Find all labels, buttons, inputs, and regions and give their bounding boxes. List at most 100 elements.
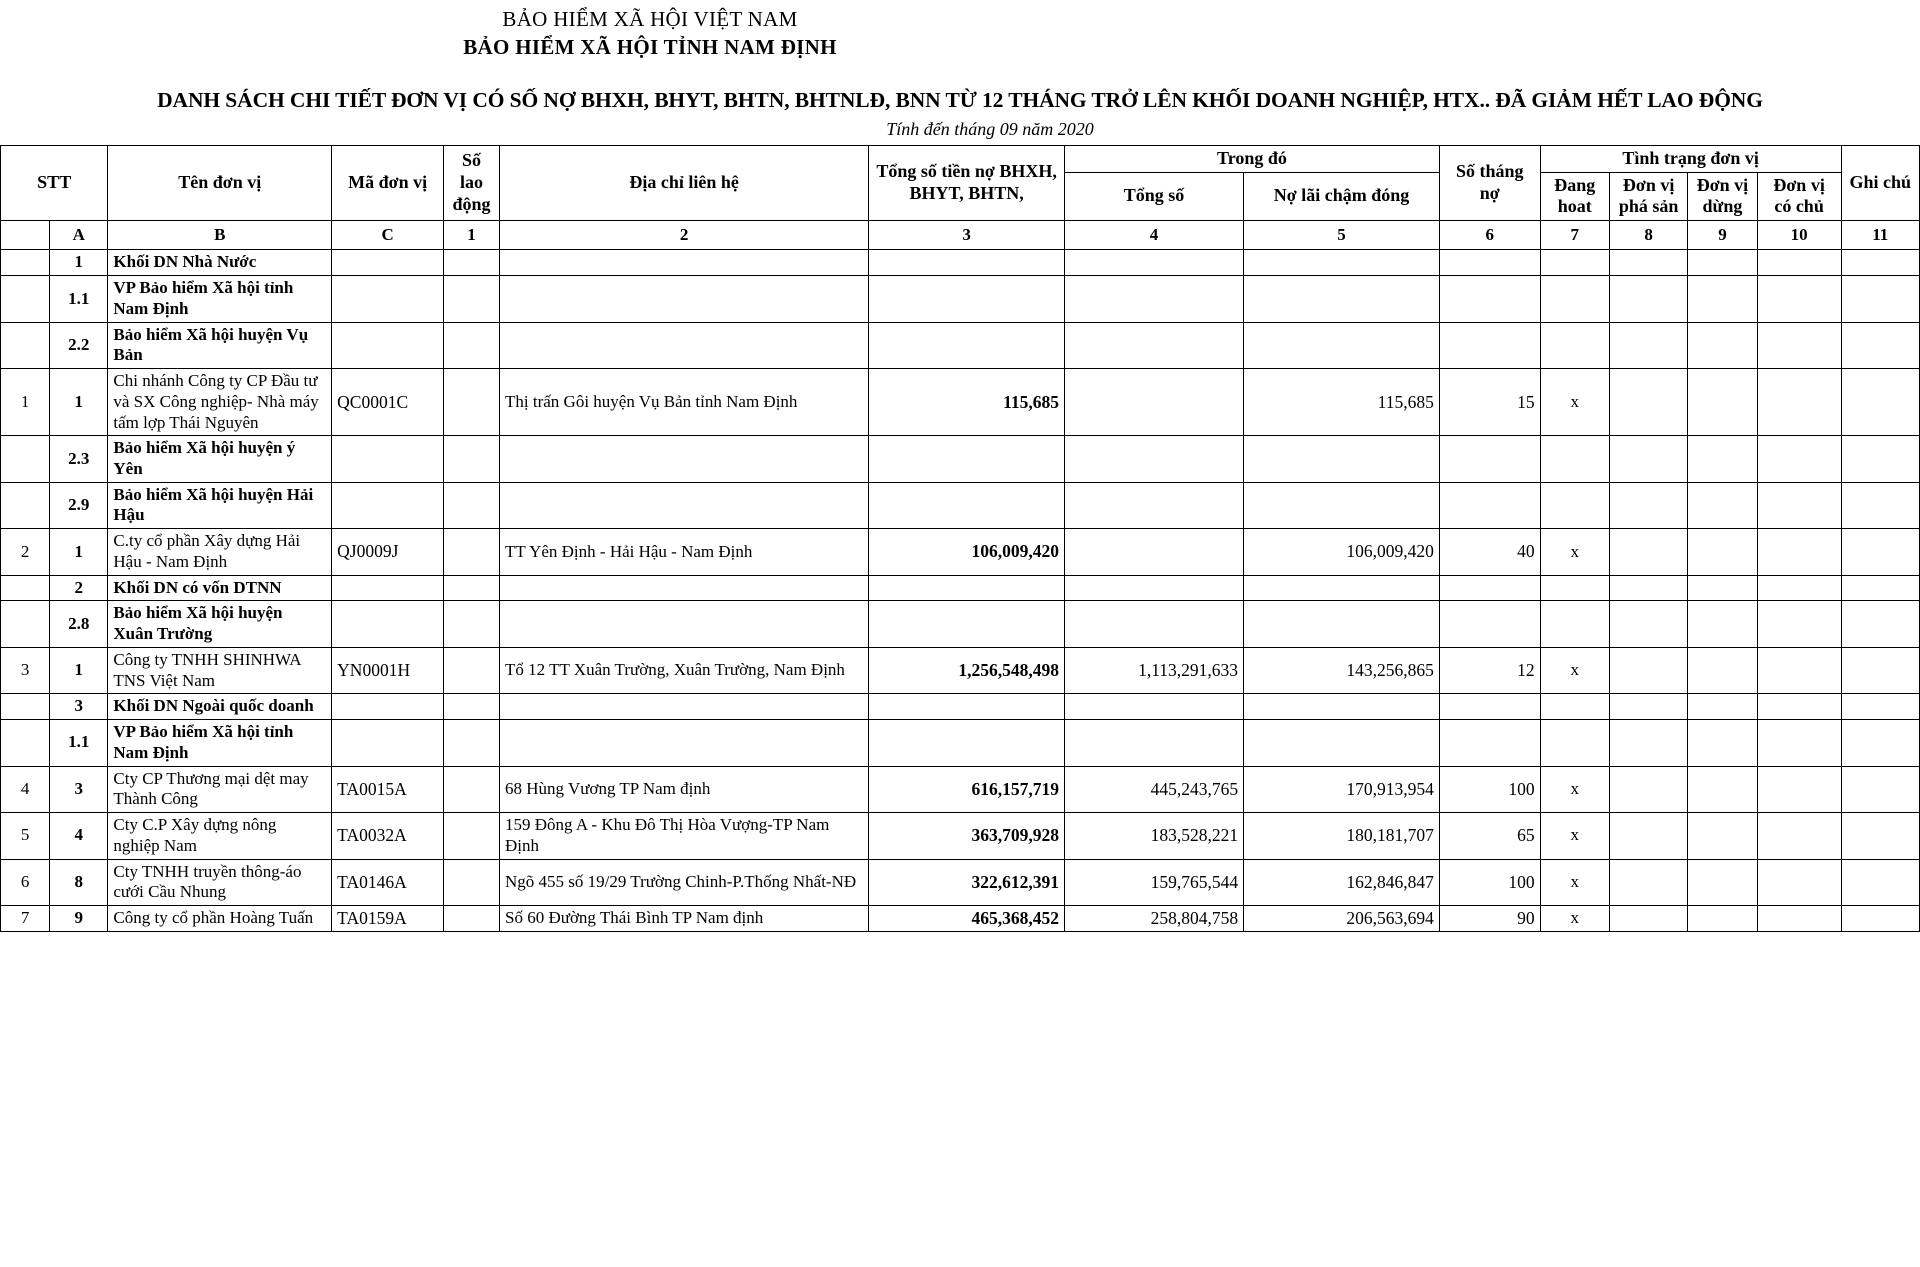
header-trong-do: Trong đó	[1064, 144, 1440, 173]
cell-unit-code	[331, 600, 445, 648]
table-row[interactable]: 7 9 Công ty cổ phần Hoàng Tuấn TA0159A Số 60…	[0, 904, 1920, 933]
cell-subtotal	[1064, 249, 1245, 277]
debt-detail-table: STT Tên đơn vị Mã đơn vị Số lao động Địa…	[0, 144, 1920, 933]
header-row-sub: Tổng số Nợ lãi chậm đóng Đang hoat Đơn v…	[1, 171, 1920, 222]
cell-status-stopped	[1687, 368, 1758, 437]
cell-total-debt	[868, 574, 1066, 602]
cell-unit-code: TA0015A	[331, 765, 445, 814]
cell-late-interest	[1243, 693, 1440, 721]
cell-status-stopped	[1687, 528, 1758, 576]
organization-provincial: BẢO HIỂM XÃ HỘI TỈNH NAM ĐỊNH	[463, 35, 837, 60]
cell-status-has-owner	[1756, 368, 1842, 437]
cell-address: 68 Hùng Vương TP Nam định	[498, 765, 870, 814]
cell-status-bankrupt	[1608, 574, 1689, 602]
cell-labor-count	[443, 812, 500, 860]
table-row[interactable]: 2.8 Bảo hiểm Xã hội huyện Xuân Trường	[0, 600, 1920, 648]
cell-status-active	[1539, 574, 1610, 602]
cell-subtotal	[1064, 574, 1245, 602]
table-row[interactable]: 1.1 VP Bảo hiểm Xã hội tỉnh Nam Định	[0, 719, 1920, 767]
cell-status-active: x	[1539, 368, 1610, 437]
cell-subtotal	[1064, 693, 1245, 721]
cell-status-active	[1539, 719, 1610, 767]
letter-cell: 7	[1539, 220, 1610, 251]
cell-late-interest: 106,009,420	[1243, 528, 1440, 576]
cell-status-bankrupt	[1608, 719, 1689, 767]
cell-subtotal: 1,113,291,633	[1064, 646, 1245, 695]
cell-stt: 3	[0, 646, 51, 695]
cell-address	[498, 693, 870, 721]
letterhead: BẢO HIỂM XÃ HỘI VIỆT NAM BẢO HIỂM XÃ HỘI…	[0, 0, 1920, 62]
cell-status-bankrupt	[1608, 368, 1689, 437]
cell-status-stopped	[1687, 574, 1758, 602]
cell-late-interest: 206,563,694	[1243, 904, 1440, 933]
letter-cell: 6	[1438, 220, 1541, 251]
table-row[interactable]: 2.9 Bảo hiểm Xã hội huyện Hải Hậu	[0, 481, 1920, 530]
cell-months-owed	[1438, 481, 1541, 530]
cell-note	[1840, 693, 1920, 721]
cell-months-owed	[1438, 321, 1541, 370]
cell-sub-index: 9	[49, 904, 109, 933]
table-row[interactable]: 4 3 Cty CP Thương mại dệt may Thành Công TA…	[0, 765, 1920, 814]
cell-late-interest: 143,256,865	[1243, 646, 1440, 695]
table-row[interactable]: 1.1 VP Bảo hiểm Xã hội tỉnh Nam Định	[0, 275, 1920, 323]
cell-status-stopped	[1687, 904, 1758, 933]
table-row[interactable]: 2 1 C.ty cổ phần Xây dựng Hải Hậu - Nam Đị…	[0, 528, 1920, 576]
cell-address: Ngõ 455 số 19/29 Trường Chinh-P.Thống Nh…	[498, 858, 870, 906]
cell-status-active	[1539, 481, 1610, 530]
cell-status-active	[1539, 600, 1610, 648]
cell-stt: 2	[0, 528, 51, 576]
cell-sub-index: 2.3	[49, 435, 109, 483]
cell-status-bankrupt	[1608, 275, 1689, 323]
letter-cell: 5	[1243, 220, 1440, 251]
cell-stt	[0, 693, 51, 721]
cell-months-owed: 100	[1438, 858, 1541, 906]
cell-unit-name: Bảo hiểm Xã hội huyện Xuân Trường	[107, 600, 333, 648]
cell-months-owed	[1438, 275, 1541, 323]
cell-stt	[0, 600, 51, 648]
cell-address: Thị trấn Gôi huyện Vụ Bản tỉnh Nam Định	[498, 368, 870, 437]
cell-labor-count	[443, 600, 500, 648]
cell-status-active: x	[1539, 858, 1610, 906]
cell-status-stopped	[1687, 765, 1758, 814]
cell-total-debt: 465,368,452	[868, 904, 1066, 933]
cell-status-has-owner	[1756, 812, 1842, 860]
cell-late-interest: 115,685	[1243, 368, 1440, 437]
cell-months-owed: 90	[1438, 904, 1541, 933]
table-row[interactable]: 1 Khối DN Nhà Nước	[0, 249, 1920, 277]
cell-subtotal: 159,765,544	[1064, 858, 1245, 906]
letter-cell: 11	[1840, 220, 1920, 251]
cell-address	[498, 435, 870, 483]
table-row[interactable]: 6 8 Cty TNHH truyền thông-áo cưới Cầu Nhun…	[0, 858, 1920, 906]
cell-subtotal: 258,804,758	[1064, 904, 1245, 933]
table-row[interactable]: 2.2 Bảo hiểm Xã hội huyện Vụ Bản	[0, 321, 1920, 370]
cell-subtotal	[1064, 481, 1245, 530]
cell-note	[1840, 812, 1920, 860]
cell-late-interest: 180,181,707	[1243, 812, 1440, 860]
cell-months-owed	[1438, 600, 1541, 648]
cell-status-bankrupt	[1608, 765, 1689, 814]
cell-sub-index: 2.2	[49, 321, 109, 370]
table-row[interactable]: 2.3 Bảo hiểm Xã hội huyện ý Yên	[0, 435, 1920, 483]
cell-labor-count	[443, 646, 500, 695]
cell-late-interest	[1243, 321, 1440, 370]
cell-sub-index: 1	[49, 249, 109, 277]
cell-subtotal: 183,528,221	[1064, 812, 1245, 860]
table-row[interactable]: 3 Khối DN Ngoài quốc doanh	[0, 693, 1920, 721]
cell-status-stopped	[1687, 719, 1758, 767]
cell-total-debt	[868, 481, 1066, 530]
cell-status-has-owner	[1756, 275, 1842, 323]
cell-unit-code: TA0032A	[331, 812, 445, 860]
cell-status-active: x	[1539, 904, 1610, 933]
cell-sub-index: 1	[49, 368, 109, 437]
table-row[interactable]: 1 1 Chi nhánh Công ty CP Đầu tư và SX Công…	[0, 368, 1920, 437]
table-row[interactable]: 2 Khối DN có vốn DTNN	[0, 574, 1920, 602]
table-row[interactable]: 5 4 Cty C.P Xây dựng nông nghiệp Nam TA0032…	[0, 812, 1920, 860]
cell-unit-code	[331, 321, 445, 370]
table-row[interactable]: 3 1 Công ty TNHH SHINHWA TNS Việt Nam YN000…	[0, 646, 1920, 695]
cell-sub-index: 2	[49, 574, 109, 602]
cell-unit-code	[331, 249, 445, 277]
cell-unit-code	[331, 481, 445, 530]
cell-address: Tổ 12 TT Xuân Trường, Xuân Trường, Nam Đ…	[498, 646, 870, 695]
cell-months-owed: 40	[1438, 528, 1541, 576]
cell-total-debt: 1,256,548,498	[868, 646, 1066, 695]
